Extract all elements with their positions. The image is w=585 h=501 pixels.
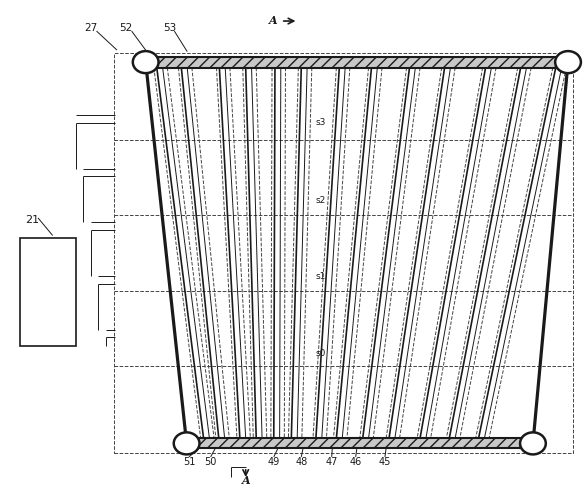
Circle shape bbox=[133, 51, 159, 73]
Bar bbox=[184, 438, 535, 448]
Text: A: A bbox=[269, 15, 278, 26]
Text: 21: 21 bbox=[25, 215, 39, 225]
Bar bbox=[143, 57, 570, 68]
Text: s0: s0 bbox=[316, 349, 326, 358]
Circle shape bbox=[174, 432, 199, 454]
Text: 48: 48 bbox=[295, 457, 307, 467]
Text: s3: s3 bbox=[316, 118, 326, 127]
Text: 27: 27 bbox=[84, 23, 97, 33]
Text: 51: 51 bbox=[183, 457, 195, 467]
Text: 47: 47 bbox=[325, 457, 338, 467]
Text: 53: 53 bbox=[163, 23, 176, 33]
Text: s1: s1 bbox=[316, 272, 326, 281]
Circle shape bbox=[520, 432, 546, 454]
Text: 50: 50 bbox=[204, 457, 217, 467]
Text: 49: 49 bbox=[268, 457, 280, 467]
Text: A: A bbox=[242, 475, 250, 486]
Text: 45: 45 bbox=[378, 457, 391, 467]
Text: 46: 46 bbox=[350, 457, 362, 467]
Bar bbox=[20, 238, 76, 346]
Text: s2: s2 bbox=[316, 196, 326, 205]
Text: 52: 52 bbox=[119, 23, 132, 33]
Circle shape bbox=[555, 51, 581, 73]
